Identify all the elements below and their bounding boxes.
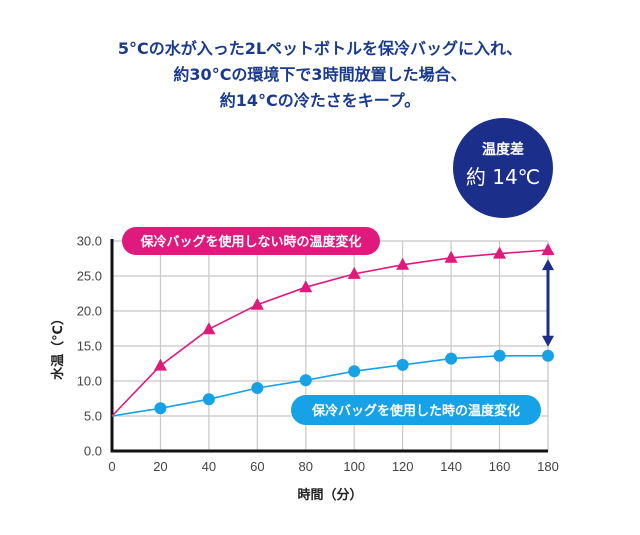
difference-arrow: [542, 259, 554, 347]
data-point-triangle: [202, 322, 216, 335]
data-point-circle: [493, 349, 506, 362]
axes: [110, 239, 548, 453]
arrow-head-down: [542, 335, 554, 347]
data-point-triangle: [493, 246, 507, 259]
x-tick-label: 40: [202, 459, 216, 474]
x-axis-title: 時間（分）: [297, 487, 362, 503]
y-tick-label: 30.0: [77, 234, 102, 249]
headline-line-2: 約30°Cの環境下で3時間放置した場合、: [173, 65, 467, 84]
x-tick-label: 0: [108, 459, 115, 474]
series-line-without-bag: [111, 249, 549, 417]
x-tick-label: 180: [537, 459, 559, 474]
data-point-circle: [154, 402, 167, 415]
badge-value: 約 14℃: [465, 165, 541, 189]
x-tick-label: 120: [392, 459, 414, 474]
data-point-circle: [251, 382, 264, 394]
data-point-circle: [542, 349, 554, 362]
data-point-triangle: [299, 280, 313, 293]
y-tick-label: 5.0: [84, 409, 102, 424]
legend-without-bag: 保冷バッグを使用しない時の温度変化: [122, 227, 380, 255]
data-point-circle: [299, 374, 312, 387]
x-tick-label: 60: [250, 459, 264, 474]
temperature-difference-badge: 温度差 約 14℃: [453, 118, 553, 218]
x-tick-label: 100: [343, 459, 365, 474]
legend-without-bag-text: 保冷バッグを使用しない時の温度変化: [139, 234, 361, 250]
series-group: [111, 243, 555, 417]
data-point-triangle: [153, 358, 167, 371]
y-tick-label: 0.0: [84, 444, 102, 459]
data-point-triangle: [250, 297, 264, 310]
y-tick-labels: 0.0 5.0 10.0 15.0 20.0 25.0 30.0: [77, 234, 102, 459]
series-line-with-bag: [111, 354, 548, 417]
data-point-circle: [202, 393, 215, 406]
y-tick-label: 15.0: [77, 339, 102, 354]
x-tick-label: 80: [299, 459, 313, 474]
y-tick-label: 10.0: [77, 374, 102, 389]
legend-with-bag-text: 保冷バッグを使用した時の温度変化: [311, 403, 520, 419]
x-tick-label: 140: [440, 459, 462, 474]
data-point-triangle: [396, 257, 410, 270]
headline-line-1: 5°Cの水が入った2Lペットボトルを保冷バッグに入れ、: [117, 39, 523, 58]
headline-line-3: 約14°Cの冷たさをキープ。: [219, 91, 421, 110]
legend-with-bag: 保冷バッグを使用した時の温度変化: [291, 395, 541, 425]
y-axis-title: 水温（℃）: [50, 312, 66, 380]
x-tick-label: 20: [153, 459, 167, 474]
arrow-head-up: [542, 259, 554, 271]
badge-label: 温度差: [482, 142, 524, 158]
data-point-circle: [348, 365, 361, 378]
x-tick-label: 160: [489, 459, 511, 474]
data-point-triangle: [347, 266, 361, 279]
y-tick-label: 25.0: [77, 269, 102, 284]
data-point-circle: [445, 352, 458, 365]
data-point-triangle: [541, 243, 555, 256]
x-tick-labels: 0 20 40 60 80 100 120 140 160 180: [108, 459, 558, 474]
data-point-circle: [396, 358, 409, 371]
data-point-triangle: [444, 250, 458, 263]
y-tick-label: 20.0: [77, 304, 102, 319]
